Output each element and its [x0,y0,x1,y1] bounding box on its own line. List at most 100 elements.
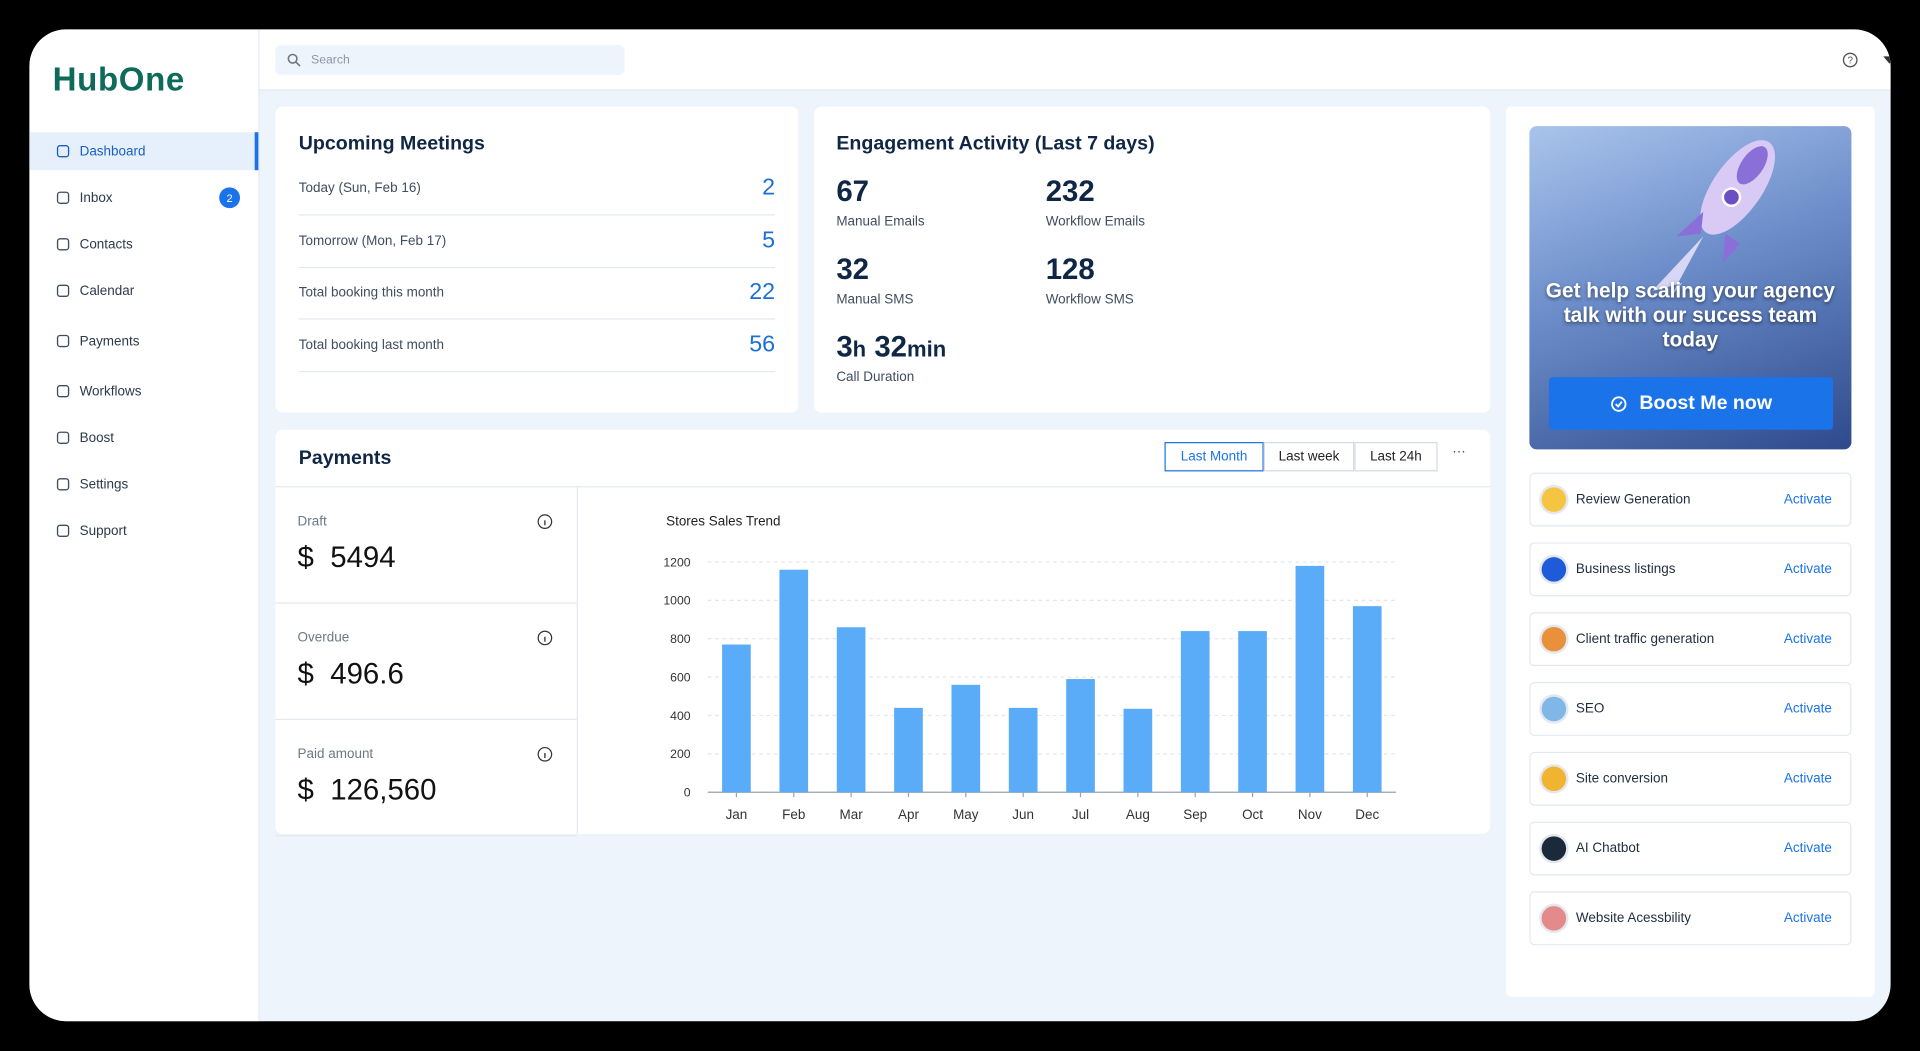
activate-link[interactable]: Activate [1783,771,1832,787]
icon-shape [56,191,70,204]
nav-icon [56,524,70,538]
x-tick-label: Jun [1012,807,1034,822]
nav-item[interactable]: Inbox 2 [29,179,258,217]
nav-item[interactable]: Workflows [29,372,258,410]
service-item: Review Generation Activate [1529,472,1852,527]
service-icon [1541,836,1567,861]
call-duration: 3h 32min Call Duration [836,331,946,385]
nav-label: Dashboard [79,143,146,159]
rocket-illustration [1651,140,1775,298]
minutes: 32 [874,330,908,364]
badge: 2 [219,187,241,209]
stat: 32 Manual SMS [836,253,913,307]
currency: $ [297,773,314,807]
service-icon [1541,906,1567,931]
stat-label: Manual SMS [836,292,914,308]
info-icon[interactable] [536,513,553,530]
stat-label: Workflow SMS [1045,292,1134,308]
nav-item[interactable]: Calendar [29,272,258,310]
meeting-count: 5 [762,227,776,254]
stat-value: 67 [836,175,870,209]
y-tick-label: 1200 [663,555,690,569]
nav-item[interactable]: Support [29,512,258,550]
service-item: Site conversion Activate [1529,751,1852,806]
bar [951,684,981,793]
bar [1123,708,1153,793]
search-box[interactable]: Search [275,45,625,75]
promo-text: Get help scaling your agency talk with o… [1545,279,1836,352]
dropdown-caret[interactable] [1883,55,1891,65]
topbar: Search ? [259,29,1891,91]
nav-icon [56,431,70,444]
right-panel: Get help scaling your agency talk with o… [1506,106,1875,997]
divider [576,487,578,834]
y-tick-label: 400 [670,709,691,723]
help-icon[interactable]: ? [1842,51,1859,68]
activate-link[interactable]: Activate [1783,841,1832,856]
service-name: Business listings [1575,562,1676,577]
x-tick-label: May [953,807,979,822]
nav-icon [56,334,70,348]
icon-shape [56,284,70,298]
icon-shape [56,385,70,398]
y-tick-label: 800 [670,632,691,646]
screen: HubOne Dashboard Inbox 2 Contacts Calendar Pa… [29,29,1891,1022]
icon-shape [56,334,70,348]
nav-label: Support [79,523,127,539]
nav-icon [56,238,70,251]
x-tick-label: Dec [1355,807,1379,822]
filter-tab[interactable]: Last 24h [1354,442,1438,472]
icon-shape [537,746,553,762]
service-name: SEO [1575,701,1605,717]
y-tick-label: 1000 [663,594,690,608]
nav-item[interactable]: Boost [29,419,258,457]
service-item: Website Acessbility Activate [1529,891,1852,946]
activate-link[interactable]: Activate [1783,492,1832,507]
y-tick-label: 0 [684,786,691,800]
nav-item[interactable]: Dashboard [29,132,259,171]
nav-item[interactable]: Payments [29,322,258,360]
nav-icon [56,478,70,491]
boost-button[interactable]: Boost Me now [1548,377,1834,430]
meeting-label: Total booking last month [298,338,445,353]
card-title: Payments [298,448,392,469]
service-item: SEO Activate [1529,682,1852,736]
nav-item[interactable]: Contacts [29,225,258,263]
more-button[interactable]: ··· [1452,444,1466,460]
filter-tab[interactable]: Last week [1263,442,1355,472]
nav-label: Workflows [79,383,142,399]
meeting-row: Tomorrow (Mon, Feb 17) 5 [298,215,776,268]
logo[interactable]: HubOne [52,61,185,98]
service-item: Business listings Activate [1529,542,1852,597]
activate-link[interactable]: Activate [1783,701,1832,717]
info-icon[interactable] [536,629,553,646]
amount-value: 126,560 [330,773,437,807]
summary-amount: $ 496.6 [298,658,404,692]
activate-link[interactable]: Activate [1783,631,1832,647]
currency: $ [297,541,314,575]
stat-value: 128 [1045,253,1095,287]
bar [1180,631,1210,793]
activate-link[interactable]: Activate [1783,562,1832,577]
payments-card: Payments Last Month Last week Last 24h ···… [275,429,1491,837]
nav-item[interactable]: Settings [29,465,258,503]
stat: 232 Workflow Emails [1046,175,1145,229]
activate-link[interactable]: Activate [1783,911,1832,926]
service-name: Website Acessbility [1575,911,1691,926]
divider [275,486,1491,488]
filter-tab[interactable]: Last Month [1164,442,1264,472]
x-tick-label: Mar [840,807,864,822]
unit: min [907,336,947,362]
stat-label: Call Duration [836,369,915,385]
icon-shape [537,630,553,646]
service-icon [1541,696,1567,722]
meeting-count: 56 [749,331,776,358]
bar [779,569,809,793]
summary-label: Overdue [297,630,350,646]
nav-icon [56,145,70,158]
info-icon[interactable] [536,746,553,763]
meeting-count: 22 [749,279,776,306]
stat-value: 32 [836,253,870,287]
bar [1066,679,1095,793]
